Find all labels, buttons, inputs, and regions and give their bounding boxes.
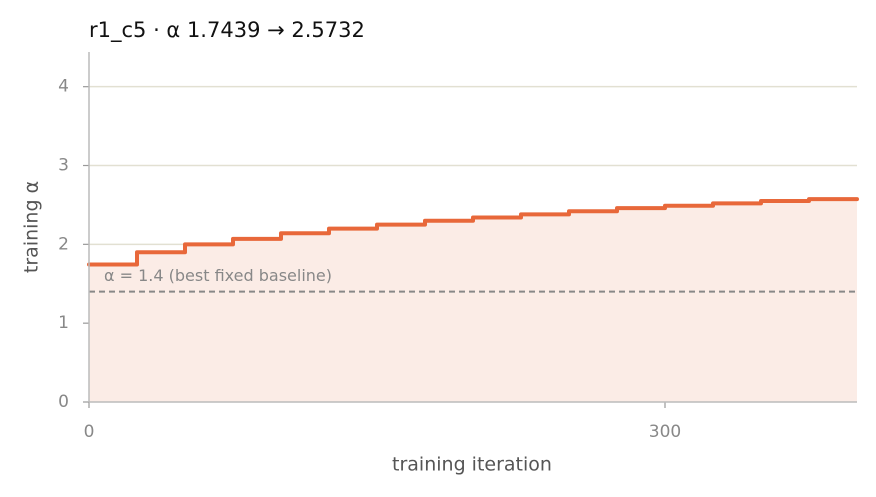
area-segment	[665, 205, 713, 402]
y-tick-label: 0	[58, 392, 69, 412]
area-segment	[233, 238, 281, 402]
area-segment	[137, 252, 185, 402]
area-segment	[569, 211, 617, 402]
area-segment	[713, 203, 761, 402]
area-segment	[329, 228, 377, 402]
x-tick-label: 300	[649, 422, 681, 442]
area-segment	[617, 208, 665, 402]
x-tick-label: 0	[84, 422, 95, 442]
area-segment	[425, 220, 473, 402]
area-segment	[761, 200, 809, 402]
y-axis-label: training α	[21, 181, 43, 273]
area-segment	[89, 264, 137, 402]
area-segment	[377, 224, 425, 402]
area-segment	[185, 244, 233, 402]
baseline-label: α = 1.4 (best fixed baseline)	[104, 266, 332, 285]
x-axis-label: training iteration	[392, 454, 552, 476]
chart-title: r1_c5 · α 1.7439 → 2.5732	[89, 18, 365, 43]
area-segment	[281, 233, 329, 402]
area-segment	[809, 199, 857, 402]
y-tick-label: 3	[58, 156, 69, 176]
y-tick-label: 4	[58, 77, 69, 97]
area-segment	[521, 214, 569, 402]
y-tick-label: 1	[58, 313, 69, 333]
area-segment	[473, 217, 521, 402]
y-tick-label: 2	[58, 234, 69, 254]
